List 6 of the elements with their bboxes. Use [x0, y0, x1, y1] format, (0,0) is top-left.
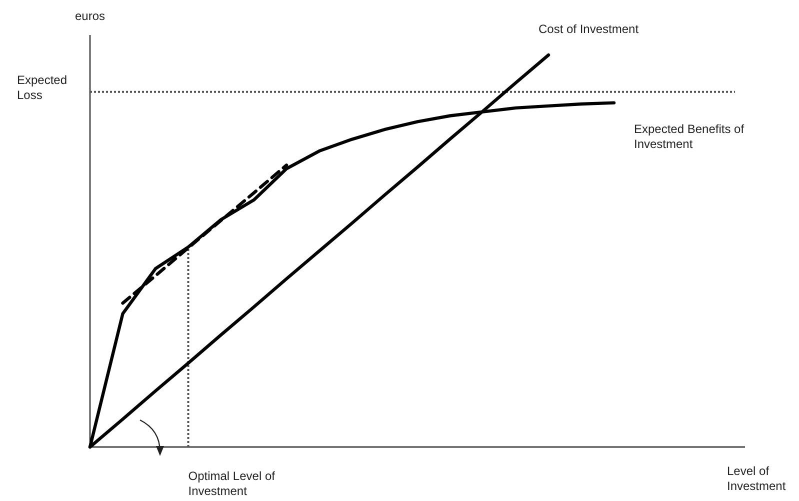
text: Expected Benefits of Investment — [634, 122, 745, 151]
y-axis-title: euros — [75, 9, 106, 23]
series-label: Cost of Investment — [538, 22, 640, 36]
x-axis-title: Level of Investment — [727, 464, 786, 493]
ref-line-label: Expected Loss — [17, 72, 68, 102]
text: Optimal Level of Investment — [188, 469, 276, 498]
